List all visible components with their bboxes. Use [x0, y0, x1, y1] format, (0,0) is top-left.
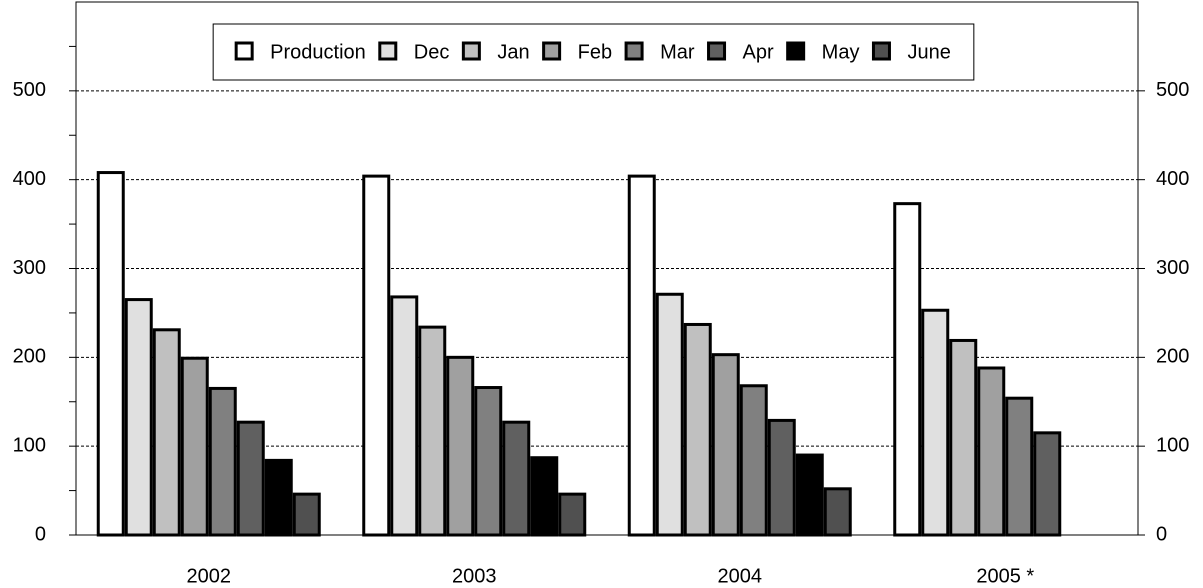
bar: [124, 298, 153, 537]
bar: [418, 325, 447, 537]
bar: [236, 420, 265, 537]
legend-swatch: [624, 41, 644, 61]
legend-label: Apr: [743, 41, 774, 63]
legend-swatch: [786, 41, 806, 61]
bar: [767, 418, 796, 537]
bar: [977, 366, 1006, 537]
x-tick-label: 2002: [187, 565, 232, 587]
y2-tick-label: 500: [1156, 79, 1189, 101]
legend-swatch: [461, 41, 481, 61]
legend-label: June: [907, 41, 950, 63]
bar: [739, 384, 768, 537]
legend-swatch: [542, 41, 562, 61]
y2-tick-label: 400: [1156, 168, 1189, 190]
bar: [1033, 431, 1062, 537]
plot-frame: [75, 1, 1139, 536]
bar: [530, 456, 559, 537]
legend-label: Mar: [660, 41, 695, 63]
legend-swatch: [707, 41, 727, 61]
bar: [502, 420, 531, 537]
bar: [208, 386, 237, 537]
bar: [558, 492, 587, 537]
legend: Production Dec Jan Feb Mar Apr May June: [212, 23, 975, 81]
y-tick-label: 400: [13, 168, 46, 190]
x-tick-label: 2003: [452, 565, 497, 587]
bar: [264, 458, 293, 537]
x-tick-label: 2005 *: [976, 565, 1034, 587]
legend-swatch: [234, 41, 254, 61]
bar: [96, 171, 125, 537]
bar: [893, 202, 922, 537]
bar: [655, 292, 684, 537]
legend-label: Dec: [414, 41, 450, 63]
legend-label: May: [822, 41, 860, 63]
legend-swatch: [871, 41, 891, 61]
y2-tick-label: 300: [1156, 257, 1189, 279]
x-tick-label: 2004: [718, 565, 763, 587]
bar: [1005, 396, 1034, 537]
y-tick-label: 500: [13, 79, 46, 101]
bar: [292, 492, 321, 537]
legend-label: Feb: [578, 41, 612, 63]
bar: [180, 356, 209, 537]
bar: [627, 174, 656, 537]
bar: [362, 174, 391, 537]
legend-box: [212, 23, 975, 81]
y-tick-label: 100: [13, 434, 46, 456]
legend-label: Production: [270, 41, 366, 63]
bar: [949, 338, 978, 537]
bar: [683, 322, 712, 537]
y2-tick-label: 200: [1156, 346, 1189, 368]
bar: [711, 353, 740, 537]
bar: [474, 386, 503, 537]
legend-label: Jan: [497, 41, 529, 63]
y2-tick-label: 100: [1156, 434, 1189, 456]
bar: [921, 308, 950, 537]
y-tick-label: 300: [13, 257, 46, 279]
bar: [795, 453, 824, 537]
y2-tick-label: 0: [1156, 523, 1167, 545]
bar: [390, 295, 419, 537]
y-tick-label: 200: [13, 346, 46, 368]
bar: [823, 487, 852, 537]
bar: [152, 328, 181, 537]
legend-swatch: [378, 41, 398, 61]
y-tick-label: 0: [35, 523, 46, 545]
bar: [446, 355, 475, 537]
